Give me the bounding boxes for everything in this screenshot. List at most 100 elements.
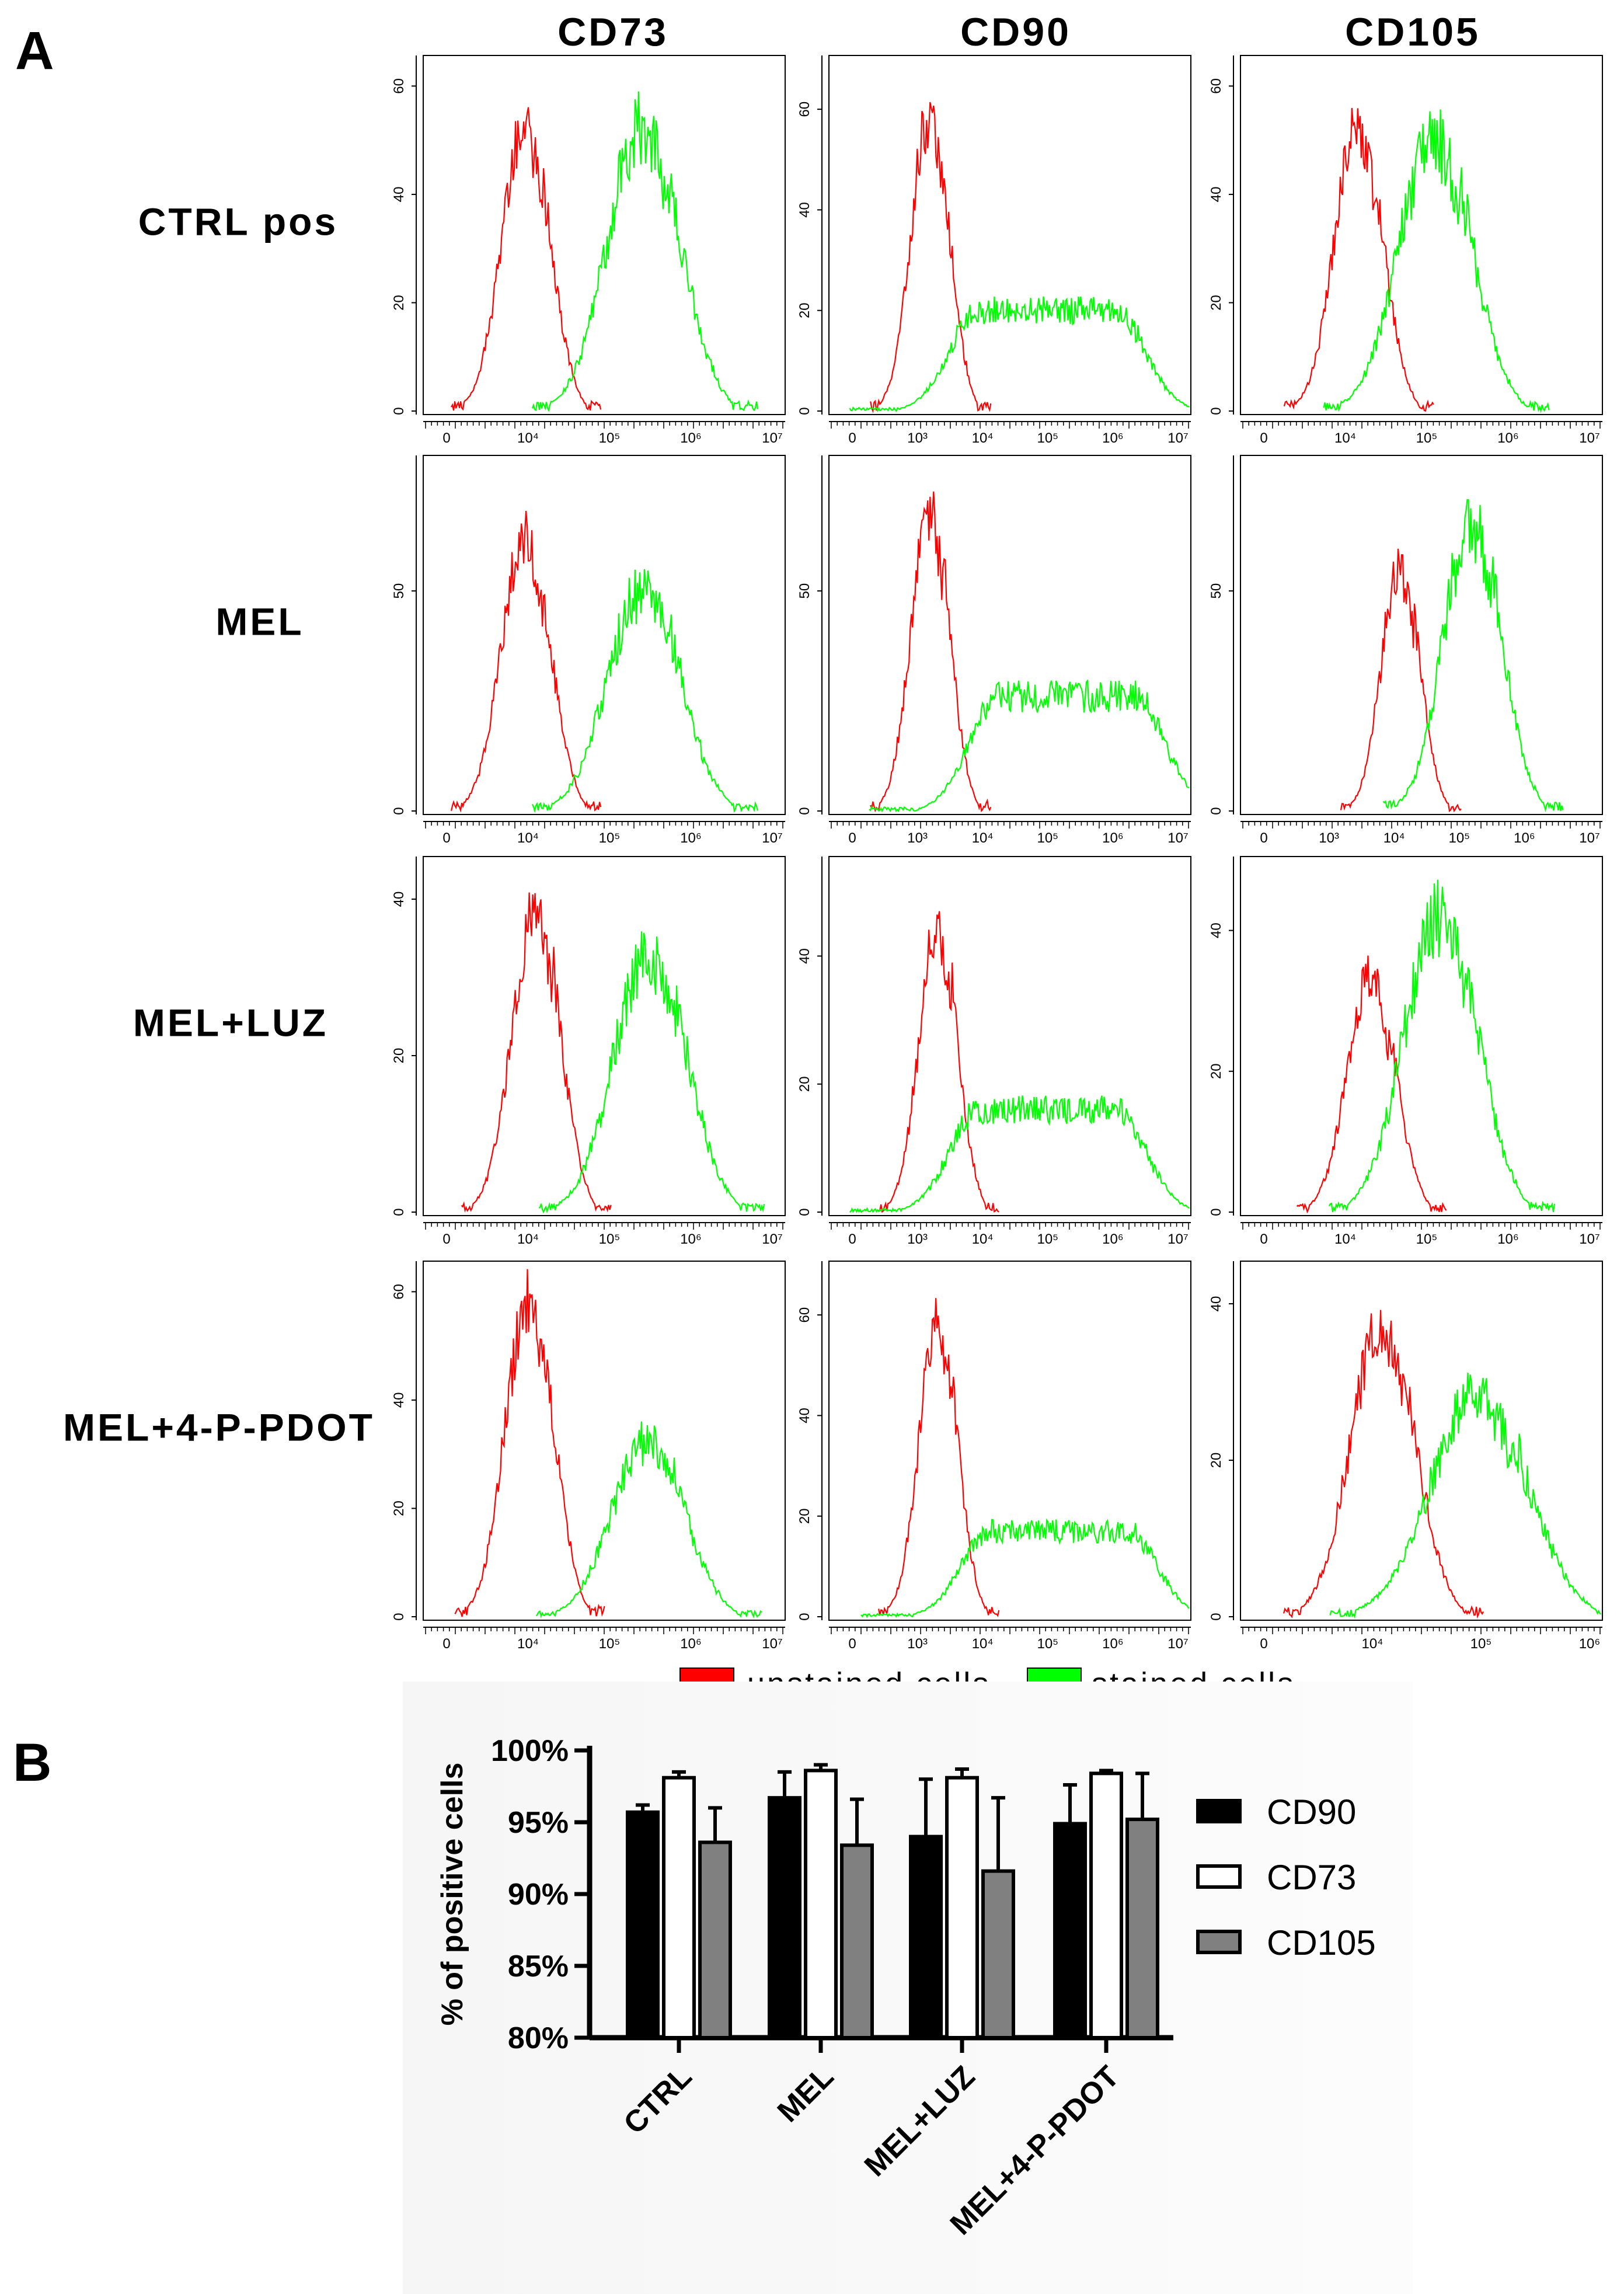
x-tick-label: 10⁵ — [1448, 830, 1470, 846]
histogram-mel-cd73: 0 10⁴ 10⁵ 10⁶ 10⁷ 0 50 — [391, 455, 786, 846]
x-tick-label: 0 — [442, 830, 450, 846]
unstained-curve — [1296, 955, 1447, 1214]
y-tick-label: 20 — [391, 1501, 407, 1516]
plot-frame — [828, 1261, 1191, 1621]
y-tick-label: 40 — [391, 1393, 407, 1408]
unstained-curve — [454, 1269, 605, 1617]
x-tick-label: 0 — [1260, 1231, 1267, 1247]
y-tick-label: 0 — [391, 1208, 407, 1216]
bar-mel-luz-cd73 — [945, 1776, 979, 2039]
x-tick-label: 10⁴ — [972, 830, 994, 846]
histogram-ctrl-pos-cd90: 0 10³ 10⁴ 10⁵ 10⁶ 10⁷ 0 20 40 60 — [797, 55, 1191, 446]
x-tick-label: 10⁵ — [1037, 830, 1058, 846]
bar-ctrl-cd73 — [662, 1776, 696, 2039]
x-tick-label: 10⁷ — [1168, 830, 1188, 846]
stained-curve — [531, 91, 759, 412]
stained-curve — [535, 1421, 762, 1618]
unstained-curve — [1283, 107, 1434, 412]
x-tick-label: 10⁴ — [1334, 1231, 1356, 1247]
unstained-curve — [870, 102, 992, 413]
x-tick-label: 10⁷ — [1168, 1231, 1188, 1247]
x-tick-label: 0 — [848, 1231, 856, 1247]
stained-curve — [1329, 1372, 1602, 1619]
stained-curve — [1382, 499, 1564, 813]
x-tick-label: 0 — [1260, 830, 1267, 846]
x-tick-label: 10⁶ — [1102, 1231, 1124, 1247]
row-header-ctrl-pos: CTRL pos — [138, 200, 338, 243]
row-header-mel-4-p-pdot: MEL+4-P-PDOT — [63, 1406, 375, 1449]
y-tick-label: 0 — [391, 1613, 407, 1620]
unstained-curve — [451, 511, 602, 813]
plot-frame — [423, 856, 786, 1216]
plot-frame — [1240, 856, 1603, 1216]
y-tick-label: 40 — [1208, 1296, 1224, 1312]
x-tick-label: 10⁷ — [762, 1231, 782, 1247]
x-tick-label: 10³ — [907, 430, 928, 446]
bar-y-tick-label: 85% — [508, 1950, 569, 1983]
x-tick-label: 10⁶ — [1514, 830, 1535, 846]
x-tick-label: 10⁶ — [680, 1636, 702, 1652]
y-tick-label: 40 — [391, 892, 407, 907]
x-tick-label: 10⁷ — [762, 430, 782, 446]
unstained-curve — [870, 491, 992, 813]
y-tick-label: 20 — [797, 302, 813, 318]
x-tick-label: 10⁶ — [680, 430, 702, 446]
x-tick-label: 10⁴ — [972, 1231, 994, 1247]
x-tick-label: 10⁶ — [1497, 1231, 1519, 1247]
stained-curve — [1323, 109, 1550, 413]
plot-frame — [423, 1261, 786, 1621]
unstained-curve — [879, 911, 999, 1213]
histogram-mel-4-p-pdot-cd90: 0 10³ 10⁴ 10⁵ 10⁶ 10⁷ 0 20 40 60 — [797, 1261, 1191, 1652]
x-tick-label: 10⁴ — [1334, 430, 1356, 446]
bar-y-tick-label: 90% — [508, 1878, 569, 1912]
x-tick-label: 10⁷ — [1579, 830, 1599, 846]
bar-ctrl-cd90 — [626, 1810, 660, 2040]
unstained-curve — [451, 107, 602, 411]
x-tick-label: 10⁶ — [680, 1231, 702, 1247]
bar-legend-swatch-cd90 — [1196, 1799, 1242, 1823]
x-tick-label: 10⁴ — [517, 430, 539, 446]
plot-frame — [828, 455, 1191, 815]
bar-ctrl-cd105 — [698, 1840, 732, 2039]
x-tick-label: 10⁶ — [1579, 1636, 1601, 1652]
panel-a-letter: A — [15, 21, 54, 81]
y-tick-label: 20 — [797, 1508, 813, 1524]
x-tick-label: 10⁴ — [517, 1231, 539, 1247]
x-tick-label: 10⁷ — [1168, 1636, 1188, 1652]
stained-curve — [531, 569, 759, 813]
y-tick-label: 0 — [1208, 1613, 1224, 1620]
histogram-mel-luz-cd105: 0 10⁴ 10⁵ 10⁶ 10⁷ 0 20 40 — [1208, 856, 1603, 1247]
y-tick-label: 0 — [391, 407, 407, 415]
plot-frame — [828, 856, 1191, 1216]
panel-b-letter: B — [13, 1733, 51, 1792]
x-tick-label: 10⁵ — [599, 1636, 621, 1652]
bar-mel-luz-cd105 — [981, 1869, 1015, 2039]
unstained-curve — [1283, 1310, 1484, 1619]
x-tick-label: 10⁶ — [680, 830, 702, 846]
histogram-ctrl-pos-cd73: 0 10⁴ 10⁵ 10⁶ 10⁷ 0 20 40 60 — [391, 55, 786, 446]
bar-mel-luz-cd90 — [909, 1834, 943, 2040]
histogram-mel-luz-cd73: 0 10⁴ 10⁵ 10⁶ 10⁷ 0 20 40 — [391, 856, 786, 1247]
x-tick-label: 0 — [848, 1636, 856, 1652]
x-tick-label: 0 — [442, 1636, 450, 1652]
y-tick-label: 0 — [1208, 407, 1224, 415]
bar-mel-4-p-pdot-cd73 — [1089, 1771, 1123, 2040]
histogram-mel-cd105: 0 10³ 10⁴ 10⁵ 10⁶ 10⁷ 0 50 — [1208, 455, 1603, 846]
y-tick-label: 20 — [391, 1048, 407, 1064]
x-tick-label: 10⁶ — [1497, 430, 1519, 446]
y-tick-label: 0 — [797, 407, 813, 415]
stained-curve — [860, 1518, 1190, 1618]
x-tick-label: 10⁶ — [1102, 430, 1124, 446]
plot-frame — [1240, 1261, 1603, 1621]
column-header-cd90: CD90 — [960, 10, 1071, 54]
x-tick-label: 10⁴ — [517, 830, 539, 846]
bar-mel-4-p-pdot-cd105 — [1125, 1818, 1159, 2040]
bar-legend-label-cd90: CD90 — [1267, 1792, 1356, 1832]
y-tick-label: 50 — [797, 583, 813, 599]
x-tick-label: 10⁷ — [762, 830, 782, 846]
column-header-cd73: CD73 — [557, 10, 668, 54]
y-tick-label: 40 — [1208, 923, 1224, 938]
y-tick-label: 0 — [797, 807, 813, 814]
plot-frame — [1240, 55, 1603, 415]
x-tick-label: 10⁵ — [599, 430, 621, 446]
